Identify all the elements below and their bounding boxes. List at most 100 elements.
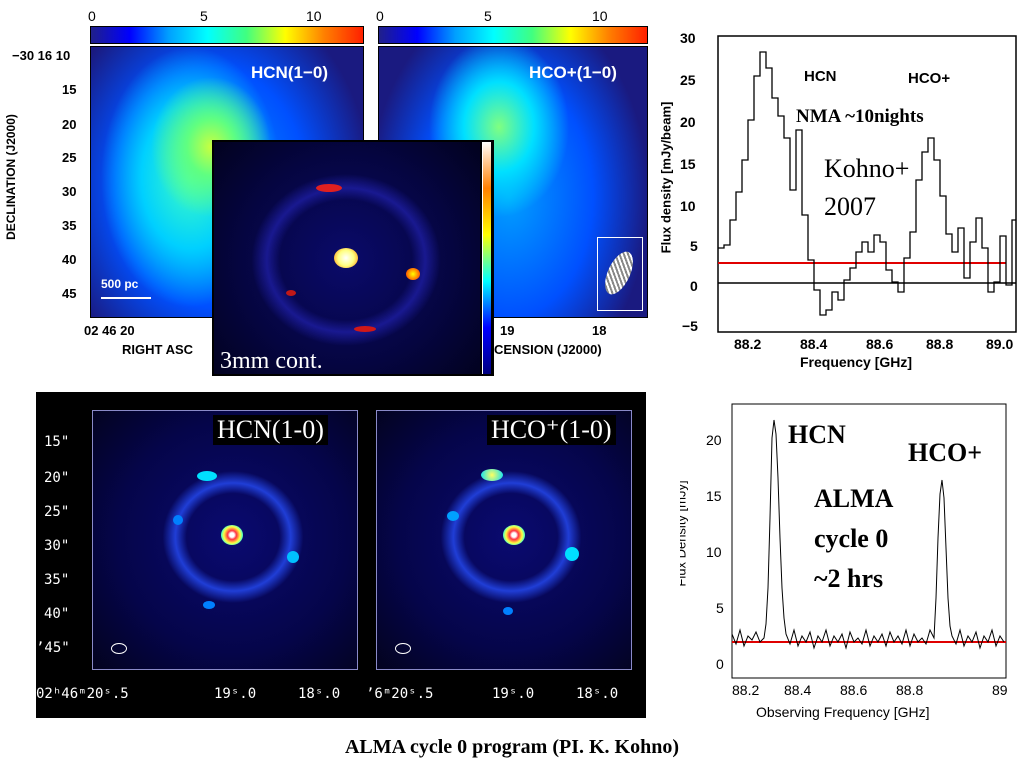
nma-ytick: 10	[680, 198, 696, 214]
nma-note: NMA ~10nights	[796, 106, 924, 127]
alma-ylabel: Flux Density [mJy]	[680, 480, 689, 587]
scalebar-label: 500 pc	[101, 277, 139, 291]
alma-ra-tick: ʼ6ᵐ20ˢ.5	[366, 686, 434, 702]
nma-ytick: 5	[690, 238, 698, 254]
dec-tick: 45	[62, 286, 77, 301]
alma-ra-tick: 18ˢ.0	[298, 686, 341, 702]
nma-ytick: 0	[690, 278, 698, 294]
dec-tick: 40	[62, 252, 77, 267]
alma-xlabel: Observing Frequency [GHz]	[756, 704, 930, 720]
alma-maps-figure: HCN(1-0) HCO⁺(1-0) 15" 20" 25" 30" 35" 4…	[36, 392, 646, 718]
scalebar	[101, 297, 151, 299]
hco-map-nma: HCO+(1−0)	[378, 46, 648, 318]
nma-ref-line2: 2007	[824, 192, 876, 221]
dec-tick: 30	[62, 184, 77, 199]
ra-tick: 18	[592, 323, 607, 338]
alma-dec-tick: 30"	[44, 538, 70, 554]
alma-dec-tick: 25"	[44, 504, 70, 520]
alma-ytick: 15	[706, 488, 722, 504]
dec-tick: 15	[62, 82, 77, 97]
alma-ra-tick: 19ˢ.0	[492, 686, 535, 702]
nma-hco-label: HCO+	[908, 70, 951, 87]
alma-beam	[111, 643, 127, 654]
colorbar-tick: 0	[88, 8, 96, 24]
nma-xtick: 89.0	[986, 336, 1014, 352]
nma-xlabel: Frequency [GHz]	[800, 354, 913, 370]
nma-xtick: 88.4	[800, 336, 828, 352]
continuum-knot	[316, 184, 342, 192]
ra-axis-label-right: CENSION (J2000)	[494, 342, 602, 357]
continuum-label: 3mm cont.	[220, 348, 323, 374]
nma-xtick: 88.6	[866, 336, 894, 352]
nma-ytick: 20	[680, 114, 696, 130]
continuum-nucleus	[334, 248, 358, 268]
alma-dec-tick: 20"	[44, 470, 70, 486]
nma-xtick: 88.2	[734, 336, 762, 352]
alma-ra-tick: 18ˢ.0	[576, 686, 619, 702]
alma-ytick: 0	[716, 656, 724, 672]
alma-hcn-knot	[287, 551, 299, 563]
alma-hcn-knot	[173, 515, 183, 525]
hcn-map-title: HCN(1−0)	[251, 63, 328, 82]
alma-hcn-label: HCN(1-0)	[213, 415, 328, 445]
alma-hco-knot	[481, 469, 503, 481]
dec-axis-label: DECLINATION (J2000)	[3, 114, 18, 240]
alma-hco-label: HCO⁺(1-0)	[487, 415, 616, 445]
alma-hco-spec-label: HCO+	[908, 438, 983, 467]
nma-spectrum-svg	[717, 35, 1017, 333]
colorbar-tick: 0	[376, 8, 384, 24]
continuum-knot	[406, 268, 420, 280]
alma-ytick: 20	[706, 432, 722, 448]
alma-xtick: 88.6	[840, 682, 868, 698]
alma-hco-nucleus	[503, 525, 525, 545]
colorbar-tick: 5	[484, 8, 492, 24]
nma-hcn-label: HCN	[804, 68, 837, 85]
caption: ALMA cycle 0 program (PI. K. Kohno)	[344, 736, 680, 758]
alma-xtick: 89	[992, 682, 1008, 698]
dec-tick: 20	[62, 117, 77, 132]
nma-ylabel: Flux density [mJy/beam]	[660, 101, 674, 254]
nma-ytick: 30	[680, 30, 696, 46]
alma-hcn-knot	[197, 471, 217, 481]
alma-xtick: 88.2	[732, 682, 760, 698]
beam-ellipse	[599, 247, 639, 299]
continuum-knot	[354, 326, 376, 332]
alma-xtick: 88.4	[784, 682, 812, 698]
ra-tick: 02 46 20	[84, 323, 135, 338]
ra-axis-label-left: RIGHT ASC	[122, 342, 194, 357]
alma-ytick: 10	[706, 544, 722, 560]
alma-xtick: 88.8	[896, 682, 924, 698]
colorbar-tick: 10	[306, 8, 322, 24]
alma-spectrum: 20 15 10 5 0 Flux Density [mJy] 88.2 88.…	[680, 398, 1024, 728]
alma-hcn-map: HCN(1-0)	[92, 410, 358, 670]
alma-hcn-spec-label: HCN	[788, 420, 846, 449]
alma-note-line3: ~2 hrs	[814, 564, 884, 593]
alma-dec-tick: ʼ45"	[36, 640, 70, 656]
alma-hco-map: HCO⁺(1-0)	[376, 410, 632, 670]
dec-tick: 25	[62, 150, 77, 165]
nma-ytick: −5	[682, 318, 698, 334]
continuum-inset: 3mm cont.	[212, 140, 494, 376]
alma-dec-tick: 40"	[44, 606, 70, 622]
ra-tick: 19	[500, 323, 515, 338]
nma-ytick: 25	[680, 72, 696, 88]
colorbar-right	[378, 26, 648, 44]
alma-ra-tick: 19ˢ.0	[214, 686, 257, 702]
dec-tick: 35	[62, 218, 77, 233]
alma-hcn-knot	[203, 601, 215, 609]
alma-hco-knot	[447, 511, 459, 521]
colorbar-tick: 10	[592, 8, 608, 24]
continuum-knot	[286, 290, 296, 296]
continuum-image	[214, 142, 480, 374]
hco-map-title: HCO+(1−0)	[529, 63, 617, 82]
colorbar-tick: 5	[200, 8, 208, 24]
nma-spectrum: 30 25 20 15 10 5 0 −5 Flux density [mJy/…	[660, 20, 1024, 380]
dec-tick: −30 16 10	[12, 48, 71, 63]
alma-beam	[395, 643, 411, 654]
alma-hcn-nucleus	[221, 525, 243, 545]
alma-note-line2: cycle 0	[814, 524, 889, 553]
alma-dec-tick: 35"	[44, 572, 70, 588]
beam-box	[597, 237, 643, 311]
alma-spectrum-trace	[731, 419, 1005, 650]
continuum-colorbar	[482, 142, 491, 374]
